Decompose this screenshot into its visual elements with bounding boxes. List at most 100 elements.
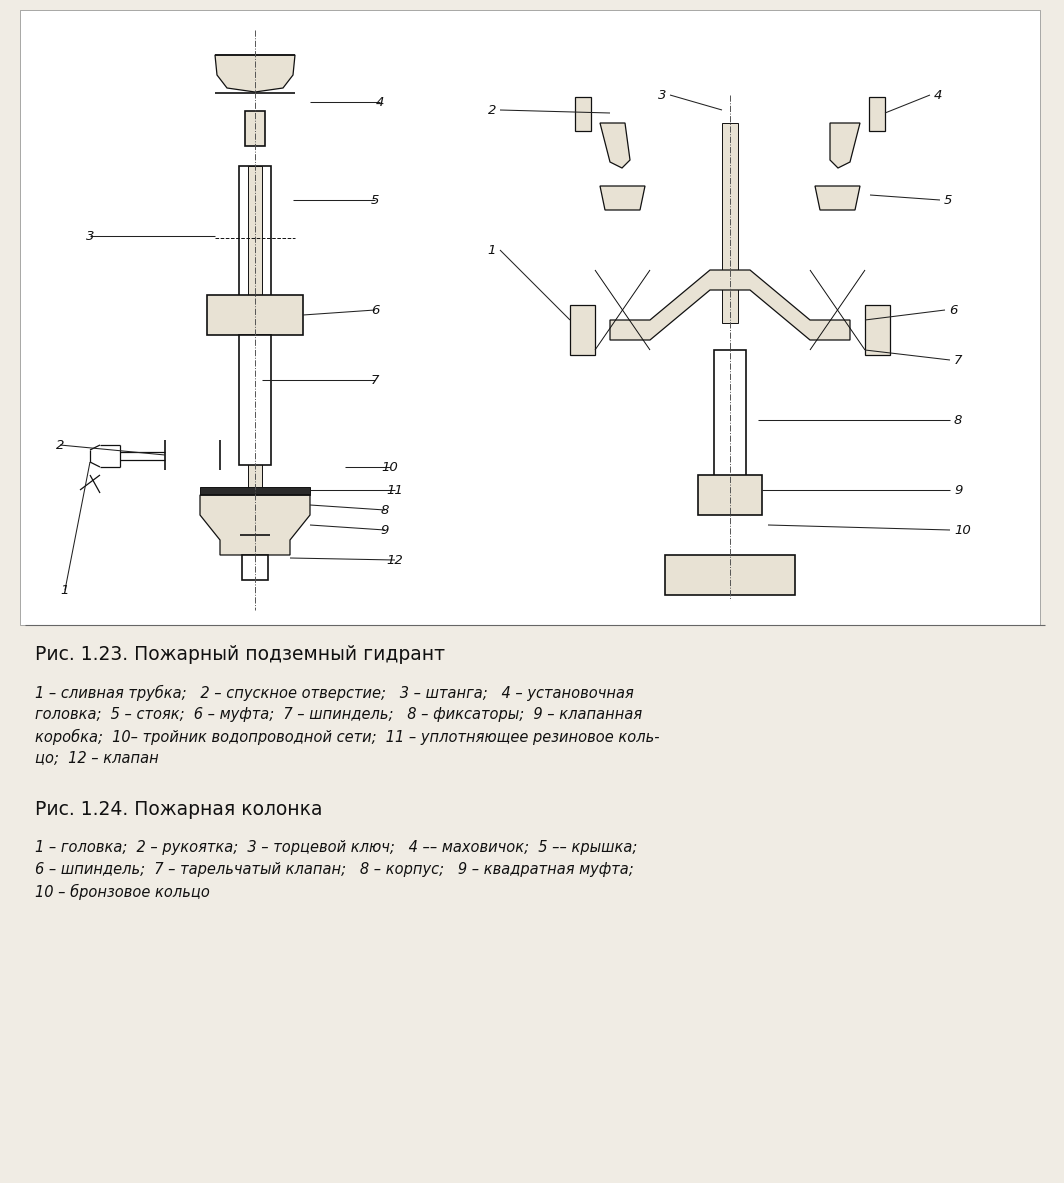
Text: 4: 4 xyxy=(376,96,384,109)
Text: цо;  12 – клапан: цо; 12 – клапан xyxy=(35,751,159,767)
Text: 11: 11 xyxy=(386,484,403,497)
Polygon shape xyxy=(830,123,860,168)
Bar xyxy=(215,232,295,244)
Text: 7: 7 xyxy=(954,354,962,367)
Bar xyxy=(702,350,758,500)
Bar xyxy=(290,494,310,539)
Bar xyxy=(289,295,303,335)
Circle shape xyxy=(844,156,852,164)
Bar xyxy=(800,305,865,355)
Circle shape xyxy=(287,97,297,106)
Bar xyxy=(200,146,310,166)
Bar xyxy=(343,448,375,466)
Text: 9: 9 xyxy=(381,524,389,537)
Circle shape xyxy=(302,308,316,322)
Polygon shape xyxy=(600,186,645,211)
Text: 2: 2 xyxy=(487,103,496,116)
Bar xyxy=(750,476,762,515)
Bar xyxy=(680,455,780,476)
Bar xyxy=(242,555,268,580)
Text: 10 – бронзовое кольцо: 10 – бронзовое кольцо xyxy=(35,884,210,900)
Bar xyxy=(271,335,293,465)
Bar xyxy=(610,105,850,123)
Bar xyxy=(245,111,265,146)
Text: 6: 6 xyxy=(371,304,379,317)
Text: 8: 8 xyxy=(381,504,389,517)
Circle shape xyxy=(822,154,854,186)
Bar xyxy=(281,54,295,93)
Bar xyxy=(207,295,303,335)
Bar xyxy=(200,93,310,111)
Circle shape xyxy=(604,166,612,174)
Circle shape xyxy=(606,154,638,186)
Bar xyxy=(815,186,860,221)
Text: 4: 4 xyxy=(934,89,943,102)
Circle shape xyxy=(245,30,265,50)
Text: головка;  5 – стояк;  6 – муфта;  7 – шпиндель;   8 – фиксаторы;  9 – клапанная: головка; 5 – стояк; 6 – муфта; 7 – шпинд… xyxy=(35,707,643,722)
Bar xyxy=(685,345,775,363)
Text: 8: 8 xyxy=(954,414,962,427)
Circle shape xyxy=(307,151,317,161)
Circle shape xyxy=(844,176,852,183)
Circle shape xyxy=(632,166,641,174)
Bar xyxy=(849,101,875,128)
Bar xyxy=(665,555,687,595)
Text: 1: 1 xyxy=(61,583,69,596)
Text: Рис. 1.23. Пожарный подземный гидрант: Рис. 1.23. Пожарный подземный гидрант xyxy=(35,645,445,664)
Bar xyxy=(714,350,746,500)
Circle shape xyxy=(284,584,296,596)
Circle shape xyxy=(848,166,857,174)
Circle shape xyxy=(188,308,202,322)
Circle shape xyxy=(825,176,832,183)
Text: 1: 1 xyxy=(487,244,496,257)
Polygon shape xyxy=(215,54,295,92)
Polygon shape xyxy=(600,123,630,168)
Circle shape xyxy=(618,180,626,188)
Bar xyxy=(217,166,239,296)
Bar xyxy=(217,335,239,465)
Circle shape xyxy=(628,176,636,183)
Bar xyxy=(239,335,271,465)
Polygon shape xyxy=(570,305,595,355)
Text: 9: 9 xyxy=(954,484,962,497)
Bar xyxy=(223,111,245,146)
Bar xyxy=(722,123,738,323)
Circle shape xyxy=(194,584,206,596)
Circle shape xyxy=(207,97,217,106)
Text: 6: 6 xyxy=(949,304,958,317)
Text: 5: 5 xyxy=(944,194,952,207)
Bar xyxy=(207,295,221,335)
Circle shape xyxy=(628,156,636,164)
Text: 10: 10 xyxy=(382,460,398,473)
Bar xyxy=(248,166,262,516)
Bar xyxy=(886,300,898,360)
Bar xyxy=(239,166,271,296)
Circle shape xyxy=(240,521,270,550)
Bar xyxy=(290,440,345,470)
Text: 1 – сливная трубка;   2 – спускное отверстие;   3 – штанга;   4 – установочная: 1 – сливная трубка; 2 – спускное отверст… xyxy=(35,685,634,702)
Circle shape xyxy=(825,156,832,164)
Circle shape xyxy=(834,180,842,188)
Circle shape xyxy=(834,151,842,160)
Circle shape xyxy=(618,151,626,160)
Circle shape xyxy=(307,97,317,106)
Bar xyxy=(135,448,167,466)
Circle shape xyxy=(609,176,616,183)
Bar xyxy=(600,186,645,221)
Bar xyxy=(585,101,611,128)
Bar xyxy=(200,487,310,494)
Bar xyxy=(195,580,315,600)
Polygon shape xyxy=(815,186,860,211)
Bar xyxy=(595,305,660,355)
Text: 6 – шпиндель;  7 – тарельчатый клапан;   8 – корпус;   9 – квадратная муфта;: 6 – шпиндель; 7 – тарельчатый клапан; 8 … xyxy=(35,862,634,877)
Bar xyxy=(213,560,297,580)
Bar xyxy=(692,515,768,534)
Bar xyxy=(220,555,242,580)
Bar xyxy=(698,476,762,515)
Polygon shape xyxy=(865,305,890,355)
Bar xyxy=(665,555,795,595)
Polygon shape xyxy=(610,270,850,340)
Bar xyxy=(165,440,220,470)
Circle shape xyxy=(207,151,217,161)
Circle shape xyxy=(92,476,109,493)
